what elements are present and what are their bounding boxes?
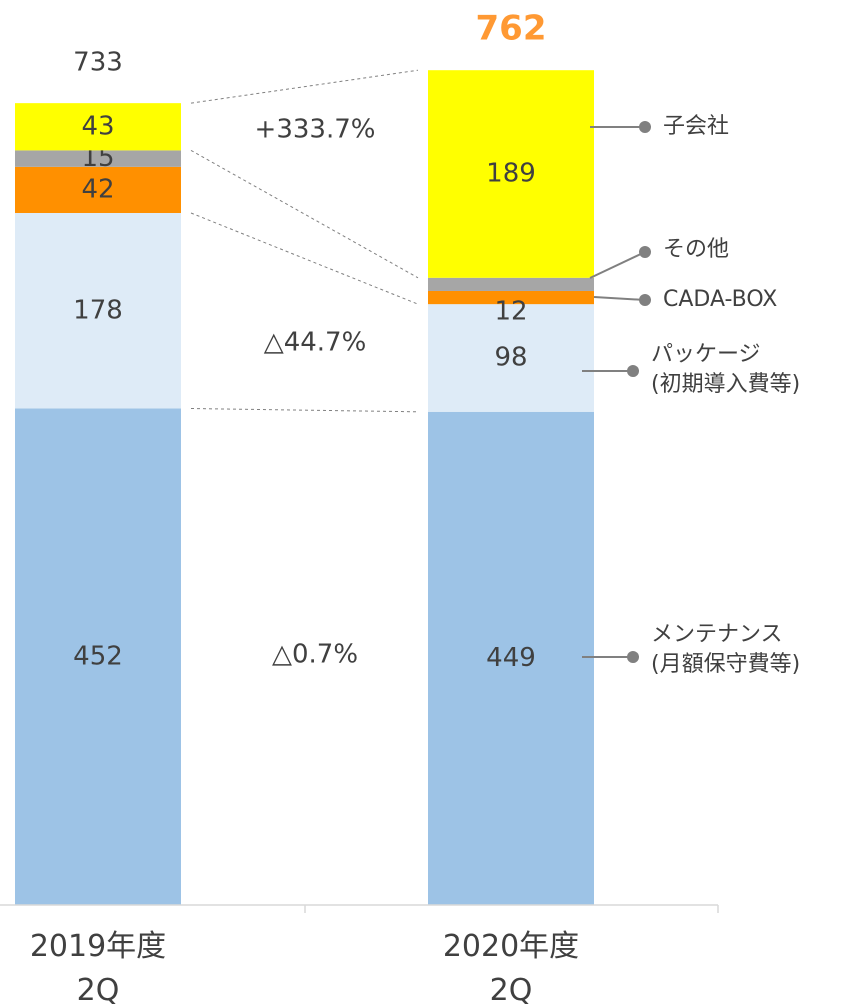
legend-label: CADA-BOX bbox=[663, 287, 778, 312]
bar-segment bbox=[428, 277, 594, 291]
leader-line bbox=[593, 296, 646, 301]
value-label: 12 bbox=[494, 297, 527, 327]
category-label: 2020年度 2Q bbox=[442, 929, 580, 1008]
bar-segment bbox=[428, 411, 594, 905]
change-annotation: +333.7% bbox=[255, 115, 376, 145]
leader-dot bbox=[639, 246, 651, 258]
leader-line bbox=[589, 251, 646, 279]
bar-segment bbox=[15, 408, 181, 905]
change-annotation: △0.7% bbox=[272, 640, 358, 670]
change-annotation: △44.7% bbox=[264, 328, 367, 358]
bar-segment bbox=[15, 150, 181, 167]
bar-segment bbox=[428, 290, 594, 305]
legend-label: その他 bbox=[663, 237, 730, 262]
legend-label: メンテナンス (月額保守費等) bbox=[651, 622, 801, 677]
bar-segment bbox=[428, 70, 594, 278]
leader-dot bbox=[639, 294, 651, 306]
bar-segment bbox=[15, 103, 181, 151]
leader-dot bbox=[639, 121, 651, 133]
value-label: 449 bbox=[486, 643, 536, 673]
legend-label: パッケージ (初期導入費等) bbox=[651, 342, 801, 397]
value-label: 189 bbox=[486, 158, 536, 188]
bar-segment bbox=[428, 304, 594, 412]
value-label: 178 bbox=[73, 295, 123, 325]
leader-dot bbox=[627, 651, 639, 663]
connector bbox=[190, 149, 419, 279]
value-label: 43 bbox=[81, 111, 114, 141]
connector bbox=[190, 212, 419, 305]
bar-segment bbox=[15, 166, 181, 213]
legend-label: 子会社 bbox=[663, 114, 730, 139]
value-label: 98 bbox=[494, 342, 527, 372]
connector bbox=[190, 69, 419, 104]
category-label: 2019年度 2Q bbox=[29, 929, 167, 1008]
connector bbox=[190, 408, 419, 413]
total-label: 733 bbox=[73, 48, 123, 78]
total-label: 762 bbox=[476, 9, 547, 49]
value-label: 42 bbox=[81, 174, 114, 204]
bar-segment bbox=[15, 212, 181, 409]
value-label: 452 bbox=[73, 641, 123, 671]
leader-dot bbox=[627, 365, 639, 377]
